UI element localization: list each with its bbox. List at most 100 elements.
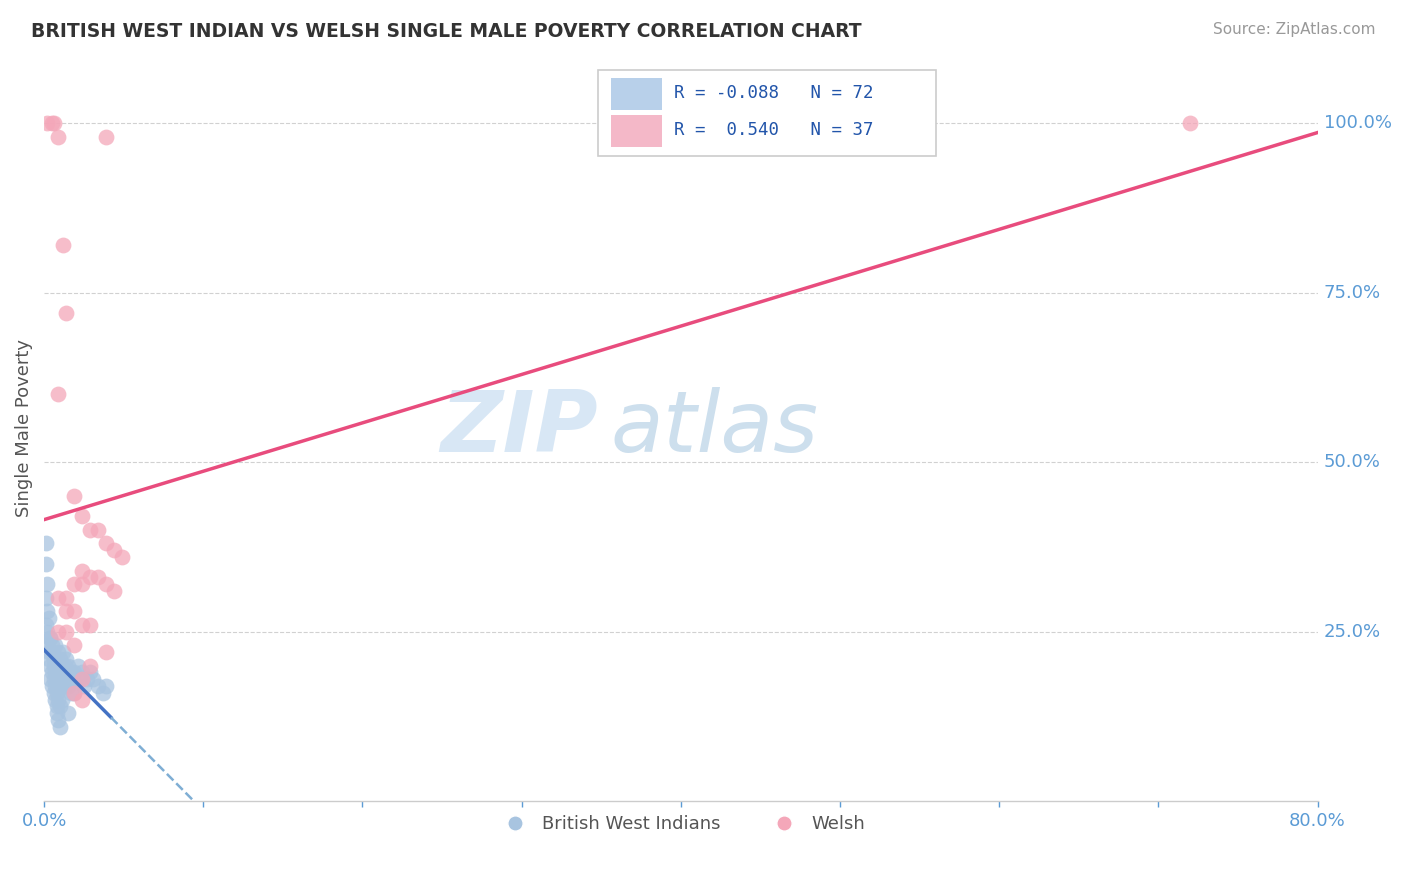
Point <box>39 632 62 646</box>
Point <box>44 652 66 666</box>
Point <box>103 584 125 599</box>
Point <box>49 699 72 714</box>
Point <box>63 638 86 652</box>
Point <box>52 665 75 680</box>
Point <box>48 665 70 680</box>
Point <box>63 489 86 503</box>
Point <box>58 672 80 686</box>
Point <box>55 591 77 605</box>
Point <box>63 604 86 618</box>
Point <box>37 624 59 639</box>
Point <box>45 686 67 700</box>
Point <box>51 672 73 686</box>
Point <box>63 686 86 700</box>
Point <box>63 686 86 700</box>
Point <box>49 679 72 693</box>
Point <box>72 672 94 686</box>
Point <box>73 679 96 693</box>
Point <box>72 577 94 591</box>
Point <box>63 577 86 591</box>
Point <box>96 679 118 693</box>
Point <box>48 387 70 401</box>
Point <box>38 645 60 659</box>
Point <box>48 591 70 605</box>
Point <box>45 706 67 720</box>
Point <box>45 699 67 714</box>
Text: 75.0%: 75.0% <box>1324 284 1381 301</box>
Point <box>49 665 72 680</box>
Point <box>67 672 90 686</box>
Point <box>39 632 62 646</box>
Point <box>42 686 65 700</box>
Point <box>49 720 72 734</box>
Text: atlas: atlas <box>610 387 818 470</box>
Point <box>52 238 75 252</box>
Point <box>44 679 66 693</box>
Point <box>41 116 63 130</box>
Point <box>55 306 77 320</box>
Point <box>87 679 110 693</box>
Point <box>44 692 66 706</box>
Point <box>111 550 134 565</box>
Point <box>56 679 79 693</box>
Point <box>96 536 118 550</box>
Point <box>60 665 83 680</box>
Y-axis label: Single Male Poverty: Single Male Poverty <box>15 339 32 517</box>
Point <box>41 665 63 680</box>
Point <box>79 618 101 632</box>
Point <box>56 706 79 720</box>
FancyBboxPatch shape <box>598 70 935 156</box>
Point <box>37 577 59 591</box>
Point <box>72 564 94 578</box>
Point <box>53 679 76 693</box>
Point <box>49 652 72 666</box>
Point <box>87 523 110 537</box>
Point <box>42 652 65 666</box>
Point <box>55 604 77 618</box>
Point <box>39 658 62 673</box>
Point <box>76 672 98 686</box>
Point <box>38 611 60 625</box>
Text: ZIP: ZIP <box>440 387 598 470</box>
Point <box>51 692 73 706</box>
Point <box>42 116 65 130</box>
Point <box>45 672 67 686</box>
Point <box>96 645 118 659</box>
Point <box>51 658 73 673</box>
Point <box>60 686 83 700</box>
Point <box>91 686 114 700</box>
Point <box>103 543 125 558</box>
Point <box>79 658 101 673</box>
Text: 50.0%: 50.0% <box>1324 453 1381 471</box>
Point <box>35 536 58 550</box>
Point <box>48 645 70 659</box>
Point <box>45 658 67 673</box>
Point <box>37 116 59 130</box>
Point <box>79 570 101 584</box>
Point <box>38 652 60 666</box>
Text: 100.0%: 100.0% <box>1324 114 1392 132</box>
Point <box>48 679 70 693</box>
Point <box>52 679 75 693</box>
Point <box>44 665 66 680</box>
Point <box>35 591 58 605</box>
Point <box>41 645 63 659</box>
Point <box>66 658 89 673</box>
Point <box>55 672 77 686</box>
Point <box>48 692 70 706</box>
Point <box>55 624 77 639</box>
Point <box>35 618 58 632</box>
FancyBboxPatch shape <box>610 78 662 110</box>
Point <box>48 624 70 639</box>
Point <box>44 638 66 652</box>
Point <box>55 652 77 666</box>
Point <box>41 679 63 693</box>
Point <box>72 509 94 524</box>
Point <box>53 658 76 673</box>
Point <box>1180 116 1202 130</box>
Point <box>82 672 104 686</box>
Point <box>96 577 118 591</box>
Point <box>72 692 94 706</box>
Legend: British West Indians, Welsh: British West Indians, Welsh <box>489 808 872 841</box>
FancyBboxPatch shape <box>610 115 662 147</box>
